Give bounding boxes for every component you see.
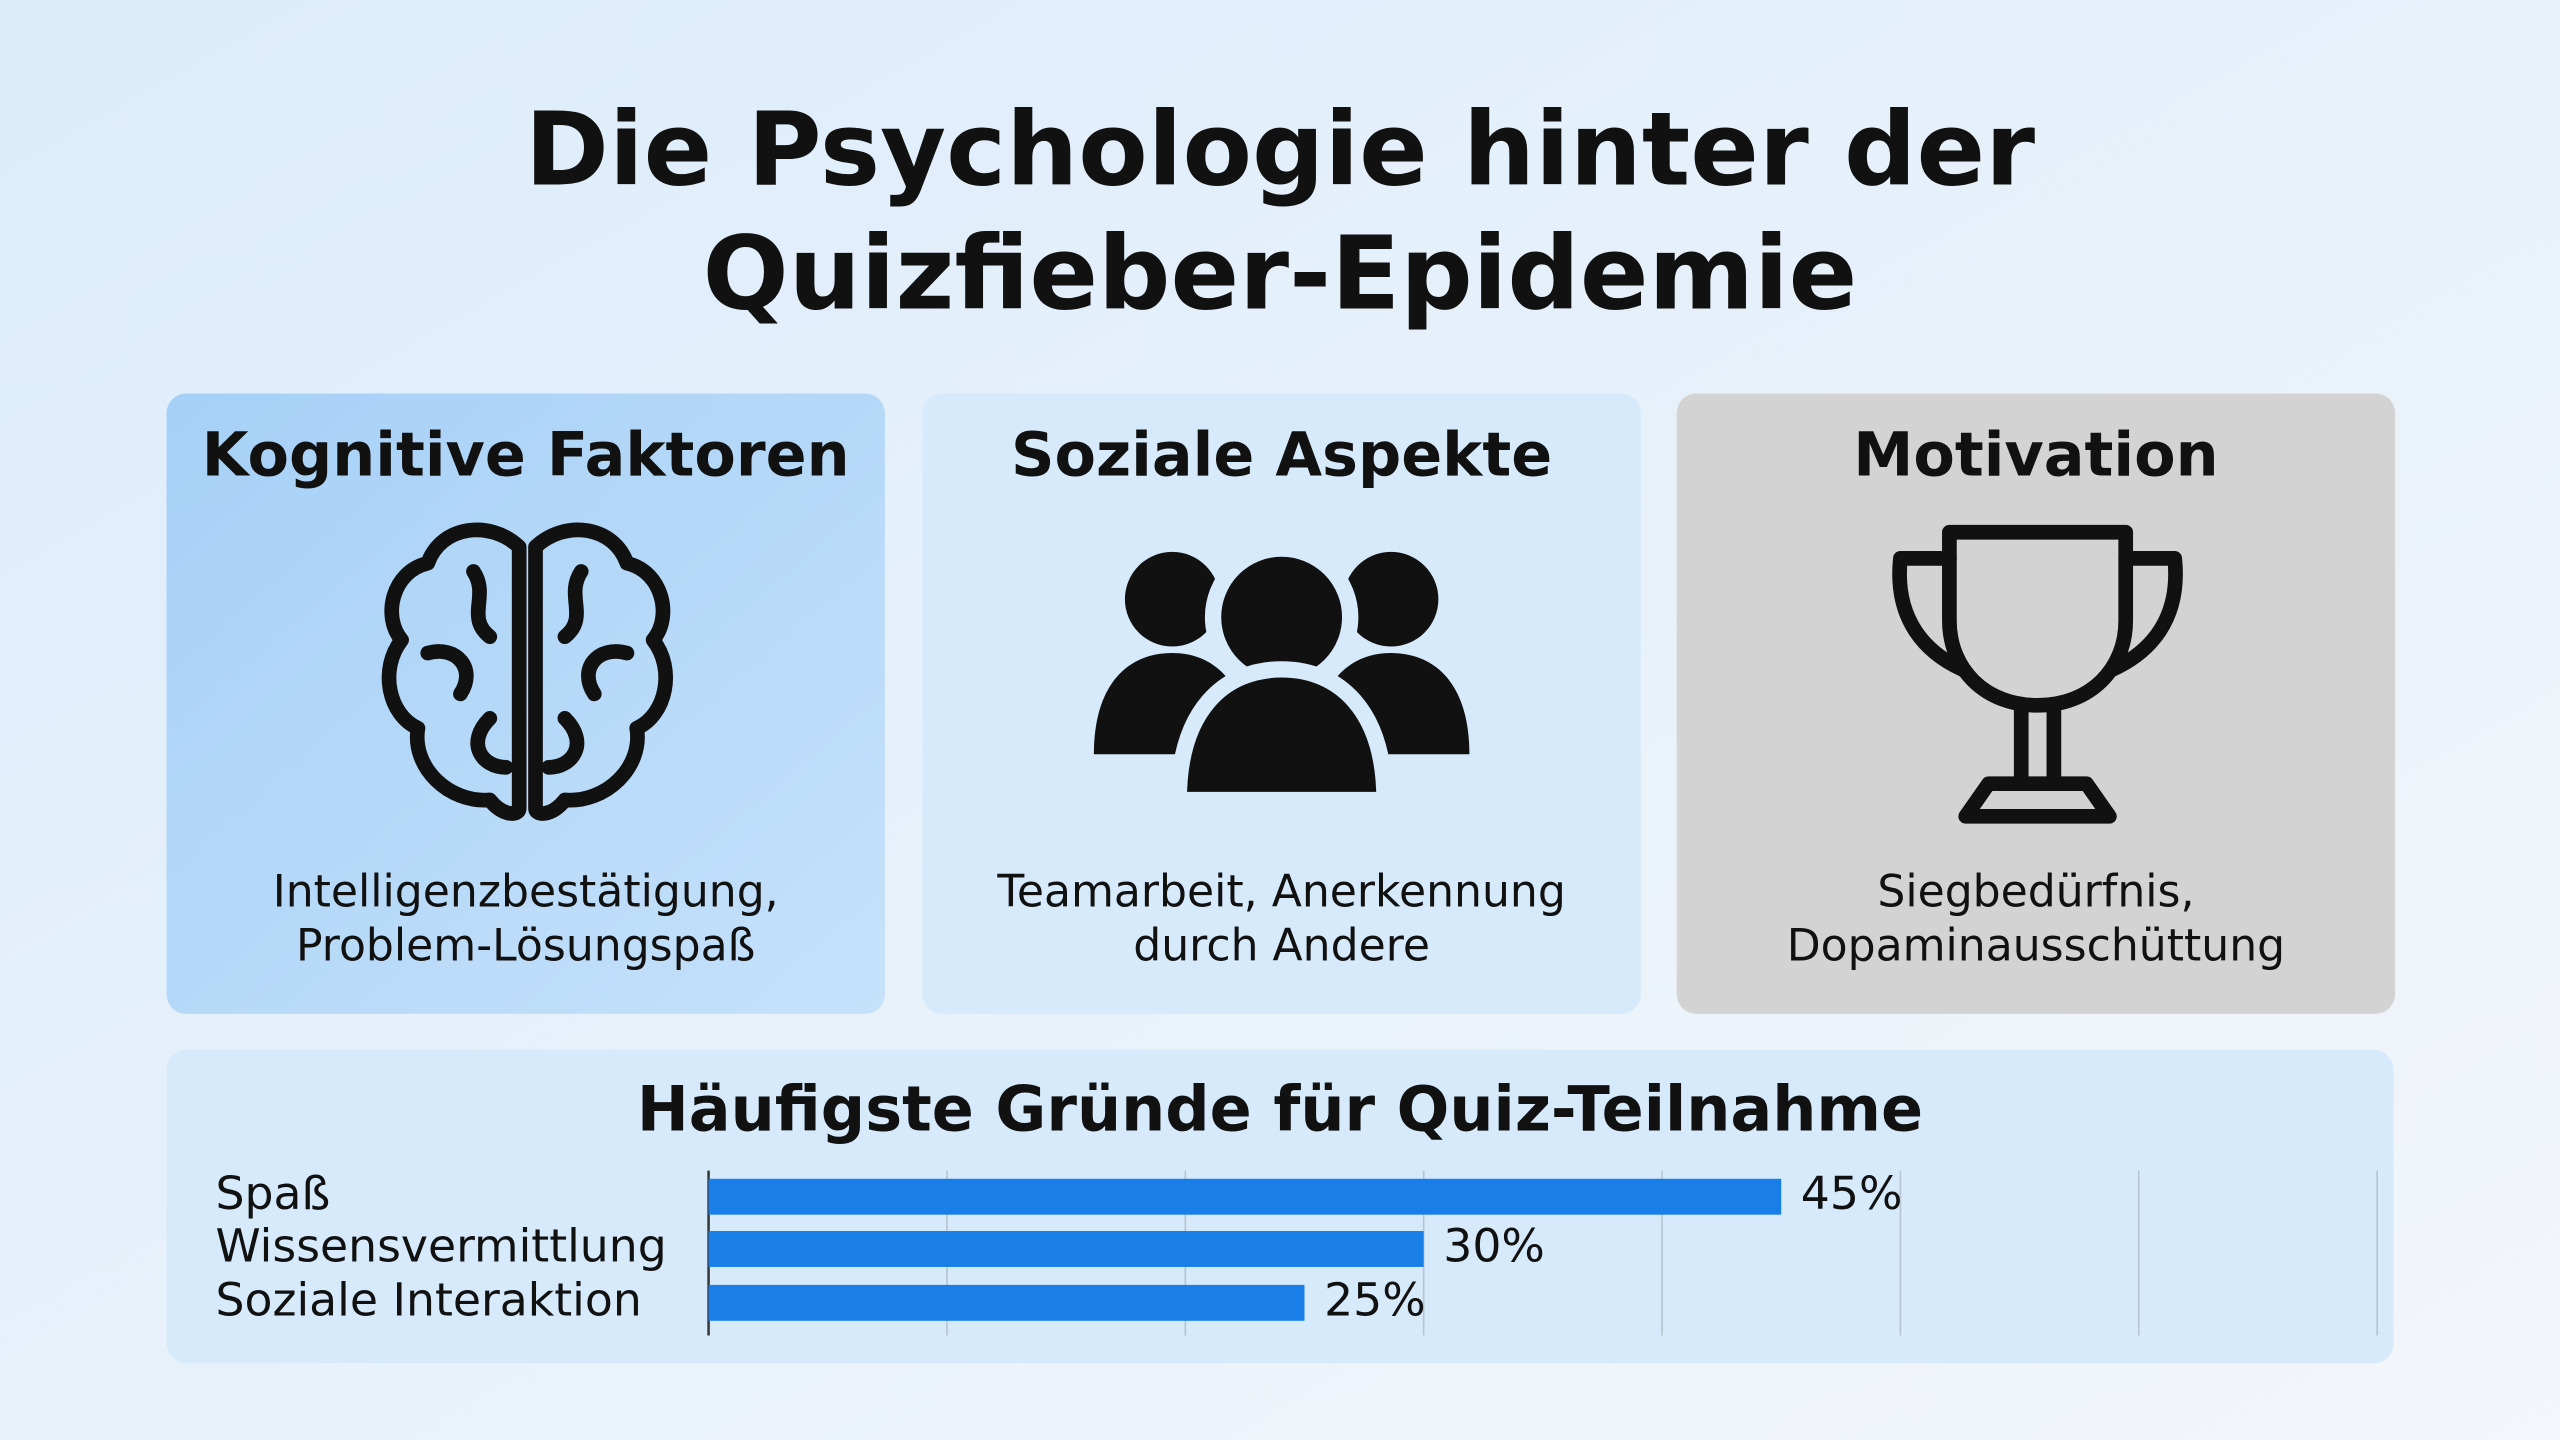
title-line: Die Psychologie hinter der bbox=[525, 91, 2035, 209]
card-title: Motivation bbox=[1853, 420, 2218, 490]
card-text: Intelligenzbestätigung, bbox=[273, 867, 779, 918]
card-text: Teamarbeit, Anerkennung bbox=[996, 867, 1565, 918]
value-label: 25% bbox=[1324, 1273, 1426, 1326]
category-label: Spaß bbox=[216, 1167, 331, 1220]
brain-icon bbox=[381, 522, 674, 821]
card-title: Kognitive Faktoren bbox=[202, 420, 850, 490]
card-text: durch Andere bbox=[1133, 921, 1430, 972]
card-text: Siegbedürfnis, bbox=[1877, 867, 2194, 918]
trophy-icon bbox=[1892, 524, 2183, 824]
category-label: Soziale Interaktion bbox=[216, 1273, 642, 1326]
bar bbox=[708, 1231, 1424, 1267]
card-text: Dopaminausschüttung bbox=[1787, 921, 2285, 972]
value-label: 30% bbox=[1443, 1219, 1545, 1272]
card-title: Soziale Aspekte bbox=[1011, 420, 1552, 490]
chart-title: Häufigste Gründe für Quiz-Teilnahme bbox=[637, 1073, 1923, 1146]
card-text: Problem-Lösungspaß bbox=[296, 921, 755, 972]
bar bbox=[708, 1284, 1305, 1321]
bar bbox=[708, 1178, 1782, 1215]
title-line: Quizfieber-Epidemie bbox=[703, 215, 1858, 333]
value-label: 45% bbox=[1801, 1167, 1903, 1220]
category-label: Wissensvermittlung bbox=[216, 1219, 667, 1272]
people-icon bbox=[1093, 540, 1470, 809]
